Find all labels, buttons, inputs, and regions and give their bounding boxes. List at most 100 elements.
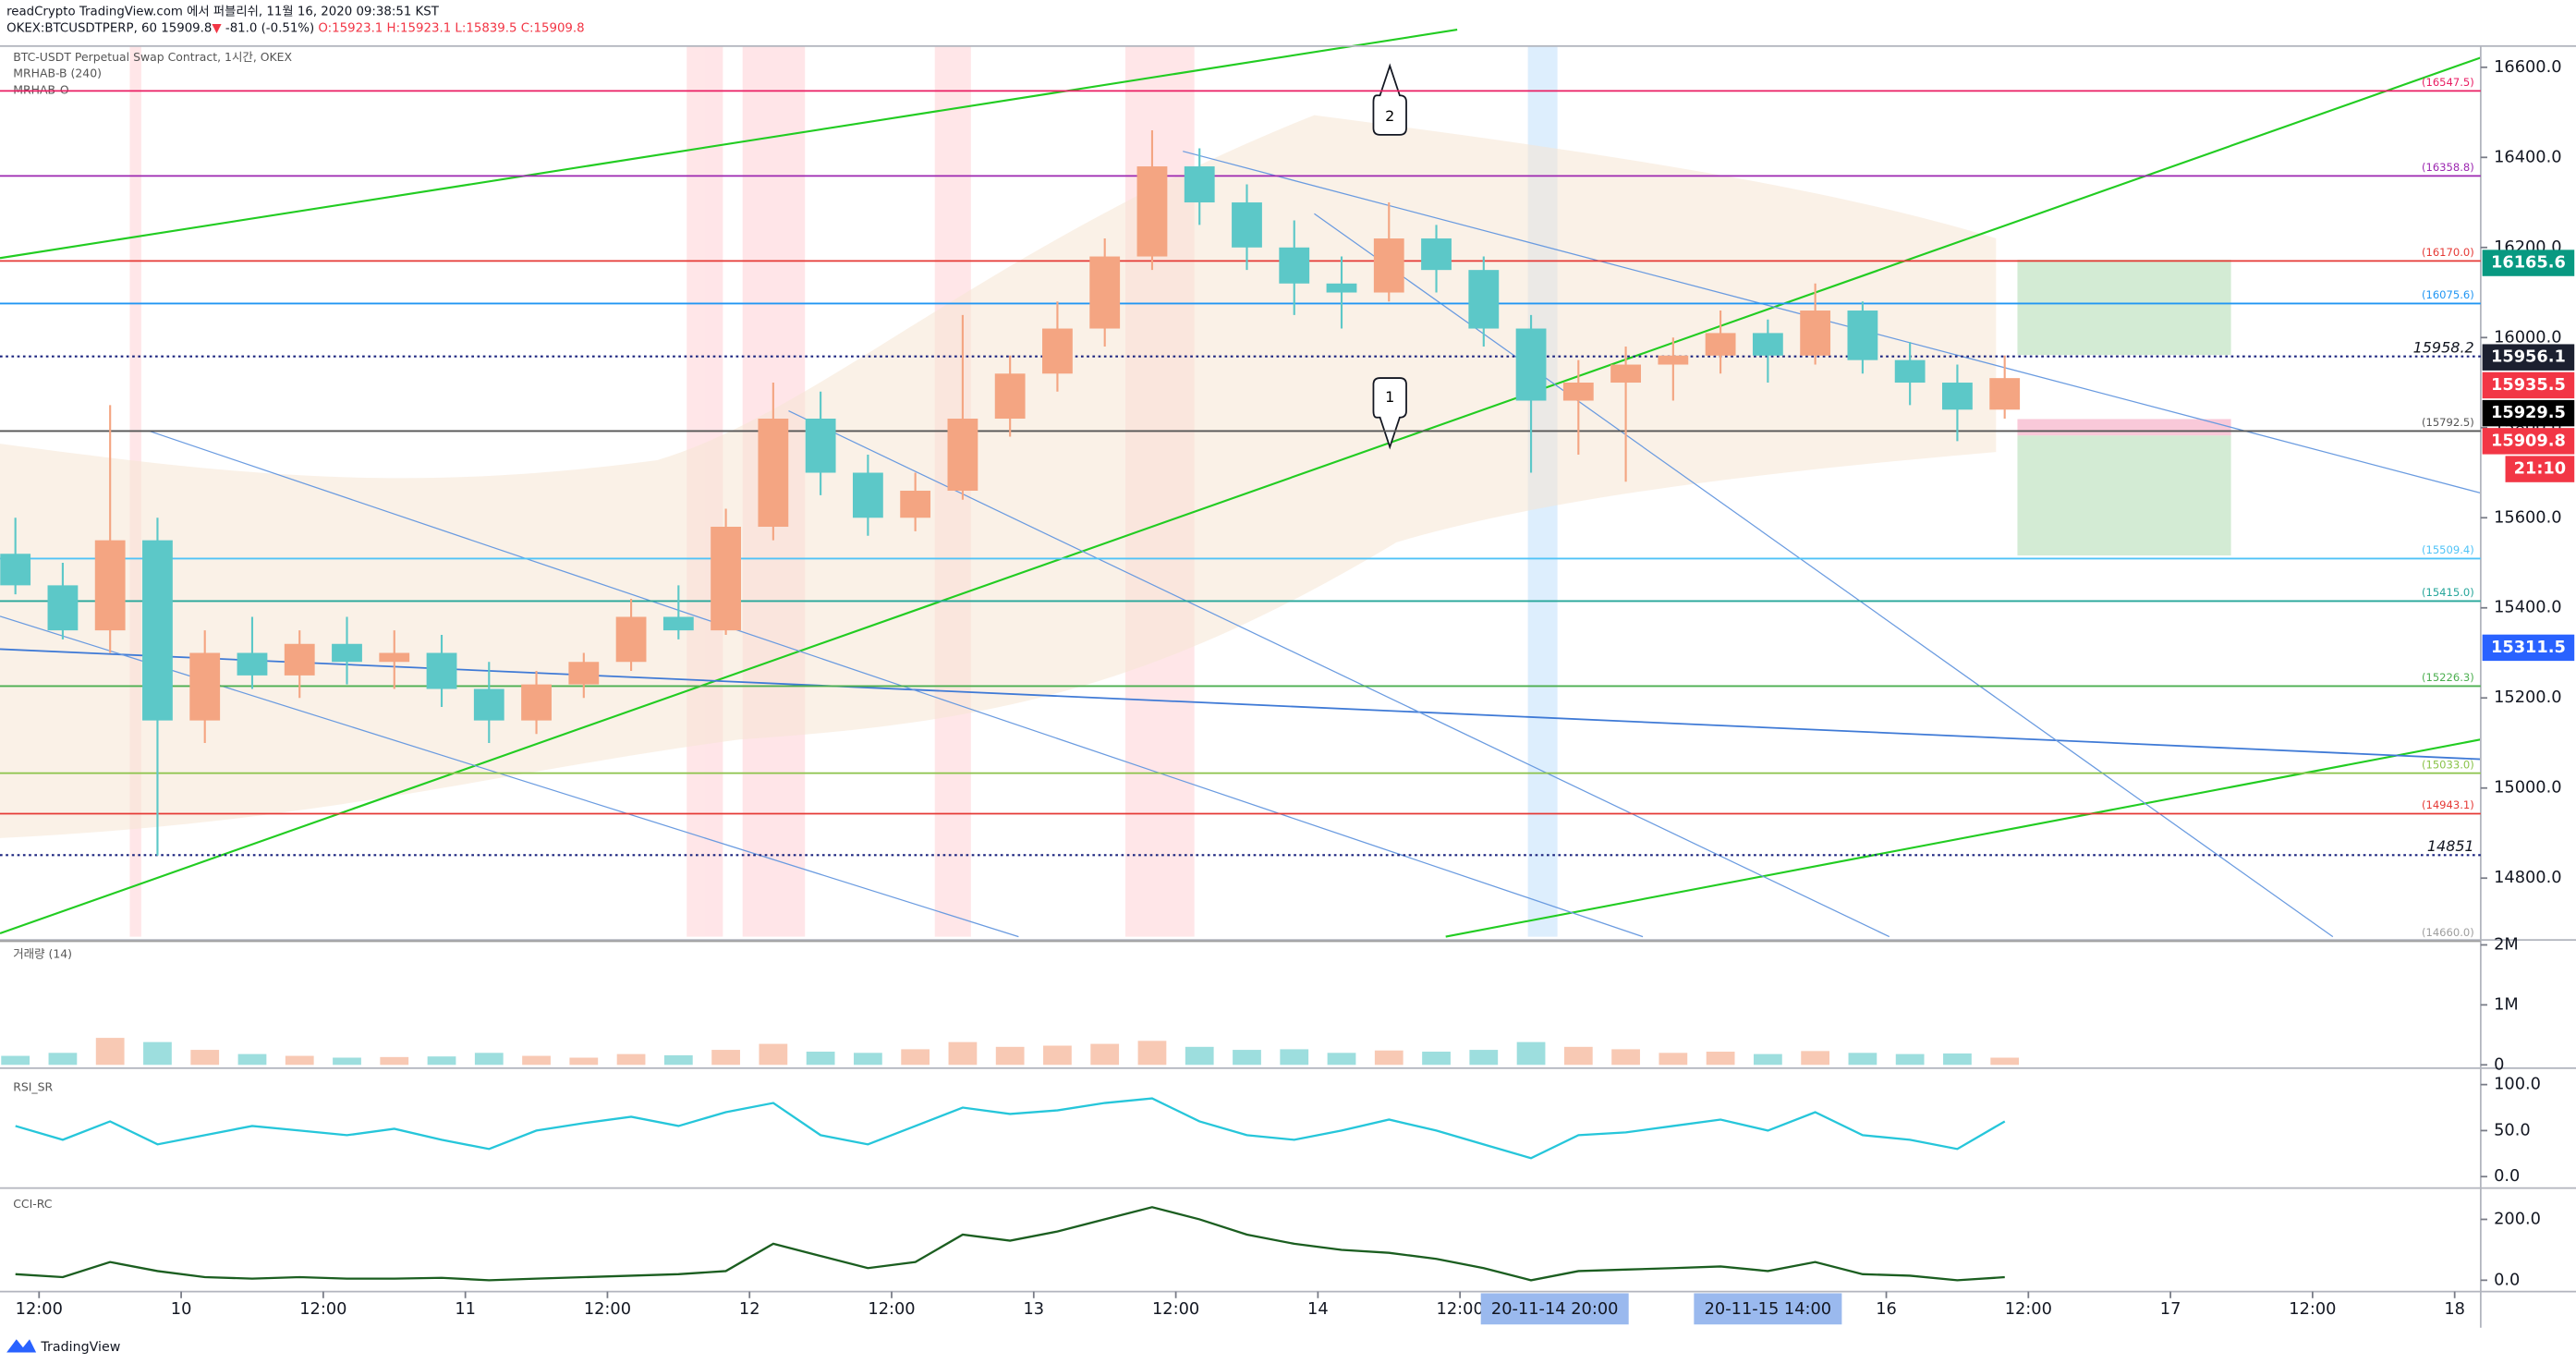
volume-bar bbox=[237, 1053, 267, 1066]
volume-bar bbox=[806, 1052, 835, 1066]
level-label: (15509.4) bbox=[2422, 543, 2474, 556]
candle-body bbox=[947, 419, 978, 492]
volume-bar bbox=[1895, 1053, 1925, 1066]
volume-bar bbox=[190, 1050, 220, 1066]
candle-body bbox=[94, 540, 126, 631]
price-tag bbox=[2482, 399, 2575, 427]
logo bbox=[6, 1339, 37, 1353]
volume-bar bbox=[1327, 1053, 1356, 1066]
price-tag-label: 15935.5 bbox=[2491, 375, 2566, 395]
price-tag bbox=[2482, 428, 2575, 455]
level-label: (16075.6) bbox=[2422, 288, 2474, 301]
volume-bar bbox=[1233, 1050, 1261, 1066]
header-quote: OKEX:BTCUSDTPERP, 60 15909.8▼ -81.0 (-0.… bbox=[6, 21, 585, 35]
volume-bar bbox=[569, 1057, 599, 1066]
ohlc-high: H:15923.1 bbox=[387, 21, 452, 35]
volume-bar bbox=[948, 1041, 978, 1066]
x-tick-label: 12:00 bbox=[1437, 1299, 1484, 1319]
candle-body bbox=[1800, 311, 1831, 356]
volume-bar bbox=[95, 1038, 125, 1066]
candle-body bbox=[1847, 311, 1878, 360]
y-tick-label: 0.0 bbox=[2494, 1166, 2520, 1186]
y-tick-label: 0.0 bbox=[2494, 1270, 2520, 1289]
volume-bar bbox=[1280, 1049, 1309, 1066]
time-marker bbox=[1694, 1293, 1842, 1325]
candle-body bbox=[521, 684, 552, 721]
candle-body bbox=[758, 419, 789, 528]
volume-bar bbox=[901, 1049, 930, 1066]
candle-body bbox=[47, 585, 79, 631]
y-tick-label: 15600.0 bbox=[2494, 507, 2561, 527]
candle-body bbox=[1184, 166, 1215, 203]
candle-body bbox=[1136, 166, 1168, 257]
y-tick-label: 16400.0 bbox=[2494, 147, 2561, 166]
panel-title: 거래량 (14) bbox=[13, 947, 72, 961]
volume-bar bbox=[333, 1057, 361, 1066]
volume-bar bbox=[1090, 1043, 1120, 1066]
x-tick-label: 12 bbox=[739, 1299, 760, 1319]
level-label: (16358.8) bbox=[2422, 161, 2474, 174]
volume-bar bbox=[663, 1054, 693, 1066]
price-tag bbox=[2482, 344, 2575, 371]
trend-line bbox=[788, 410, 1890, 938]
x-tick-label: 12:00 bbox=[2289, 1299, 2336, 1319]
footer: TradingView bbox=[40, 1340, 120, 1355]
level-label: (16170.0) bbox=[2422, 246, 2474, 259]
volume-bar bbox=[616, 1053, 646, 1066]
volume-bar bbox=[1943, 1053, 1972, 1066]
y-tick-label: 15200.0 bbox=[2494, 688, 2561, 707]
volume-bar bbox=[1848, 1053, 1877, 1066]
header-line: readCrypto TradingView.com 에서 퍼블리쉬, 11월 … bbox=[6, 5, 440, 19]
trend-line bbox=[0, 29, 1458, 260]
price-tag-label: 15956.1 bbox=[2491, 347, 2566, 367]
candle-body bbox=[1752, 333, 1783, 356]
level-label: (15792.5) bbox=[2422, 416, 2474, 429]
volume-bar bbox=[711, 1050, 740, 1066]
y-tick-label: 100.0 bbox=[2494, 1075, 2541, 1094]
volume-bar bbox=[1753, 1053, 1782, 1066]
y-tick-label: 2M bbox=[2494, 934, 2519, 954]
candle-body bbox=[1894, 359, 1926, 384]
level-label: (14660.0) bbox=[2422, 926, 2474, 939]
candle-body bbox=[805, 419, 836, 473]
indicator-line bbox=[15, 1097, 2006, 1160]
time-marker bbox=[1480, 1293, 1629, 1325]
candle-body bbox=[900, 491, 931, 518]
candle-body bbox=[1279, 247, 1310, 284]
level-label: (15033.0) bbox=[2422, 758, 2474, 771]
volume-bar bbox=[1422, 1052, 1451, 1066]
candle-body bbox=[1989, 378, 2021, 410]
candle-body bbox=[1421, 238, 1452, 271]
last-price: 15909.8 bbox=[161, 21, 212, 35]
volume-bar bbox=[1611, 1049, 1640, 1066]
y-tick-label: 16000.0 bbox=[2494, 327, 2561, 347]
callout-label: 2 bbox=[1385, 107, 1394, 125]
x-tick-label: 16 bbox=[1876, 1299, 1897, 1319]
candle-body bbox=[1562, 383, 1594, 401]
legend-indicator: MRHAB-O bbox=[13, 82, 69, 96]
volume-bar bbox=[1469, 1050, 1499, 1066]
y-tick-label: 15000.0 bbox=[2494, 778, 2561, 798]
x-tick-label: 12:00 bbox=[868, 1299, 915, 1319]
y-tick-label: 50.0 bbox=[2494, 1120, 2531, 1139]
candle-body bbox=[332, 643, 362, 663]
candle-body bbox=[1232, 202, 1262, 248]
volume-bar bbox=[1563, 1046, 1593, 1066]
change: -81.0 (-0.51%) bbox=[225, 21, 314, 35]
volume-bar bbox=[1516, 1041, 1546, 1066]
candle-body bbox=[1089, 256, 1121, 329]
target-zone bbox=[2017, 435, 2231, 556]
volume-bar bbox=[1659, 1053, 1688, 1066]
trend-line bbox=[0, 648, 2481, 761]
candle-body bbox=[473, 688, 504, 721]
price-tag-label: 16165.6 bbox=[2491, 253, 2566, 273]
time-marker-label: 20-11-15 14:00 bbox=[1705, 1299, 1831, 1319]
volume-bar bbox=[143, 1041, 172, 1066]
level-label: 14851 bbox=[2427, 837, 2474, 855]
time-marker-label: 20-11-14 20:00 bbox=[1491, 1299, 1618, 1319]
candle-body bbox=[237, 652, 268, 676]
countdown-tag bbox=[2505, 456, 2575, 482]
level-label: 15958.2 bbox=[2413, 338, 2474, 356]
candle-body bbox=[1326, 283, 1357, 293]
